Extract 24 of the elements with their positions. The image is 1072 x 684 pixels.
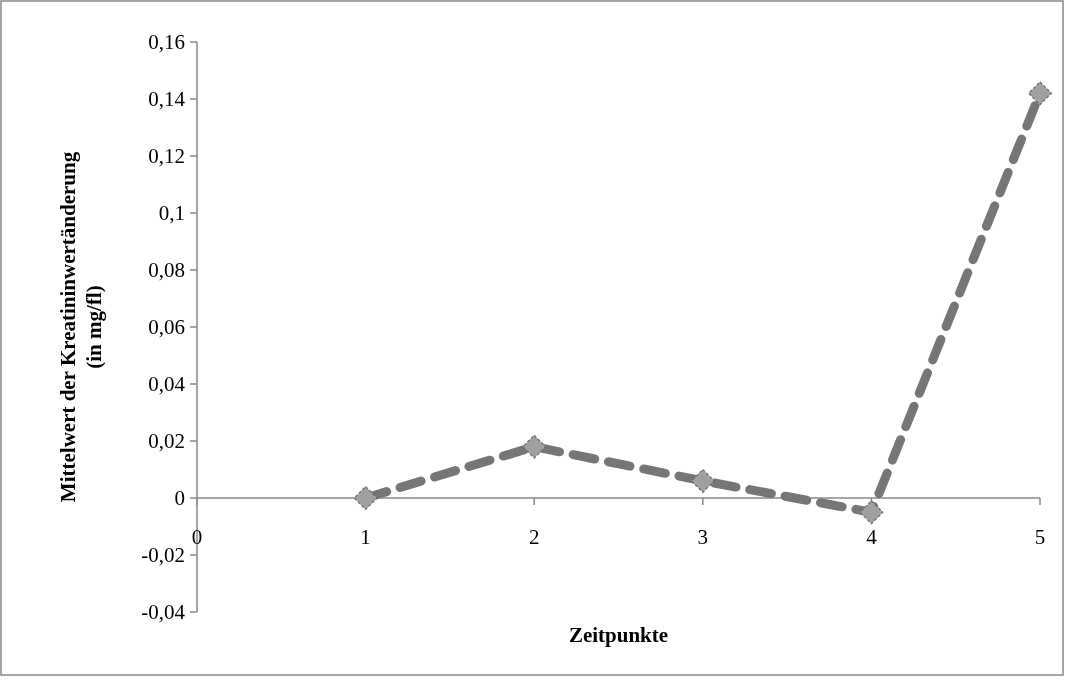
y-tick-label: 0,04 bbox=[148, 372, 186, 397]
y-tick-label: -0,02 bbox=[141, 543, 185, 568]
point bbox=[353, 486, 378, 510]
y-tick-label: 0,06 bbox=[148, 315, 185, 340]
y-axis-title: Mittelwert der Kreatininwertänderung (in mg/fl) bbox=[56, 151, 106, 503]
y-tick-label: 0,12 bbox=[148, 144, 185, 169]
y-tick-label: 0,1 bbox=[158, 201, 185, 226]
y-tick-label: 0,02 bbox=[148, 429, 185, 454]
point bbox=[859, 500, 884, 525]
x-tick-label: 0 bbox=[191, 525, 203, 549]
x-axis-title: Zeitpunkte bbox=[568, 623, 669, 647]
y-tick-label: -0,04 bbox=[141, 600, 186, 625]
point bbox=[522, 434, 547, 459]
y-tick-label: 0 bbox=[174, 486, 185, 511]
y-tick-label: 0,14 bbox=[148, 87, 186, 112]
point bbox=[690, 468, 715, 493]
x-tick-label: 2 bbox=[528, 525, 540, 549]
x-tick-label: 5 bbox=[1034, 525, 1046, 549]
point bbox=[1028, 81, 1052, 106]
x-tick-label: 4 bbox=[866, 525, 878, 549]
x-tick-label: 1 bbox=[360, 525, 371, 549]
x-tick-label: 3 bbox=[697, 525, 709, 549]
y-tick-label: 0,16 bbox=[148, 30, 185, 55]
y-tick-label: 0,08 bbox=[148, 258, 185, 283]
